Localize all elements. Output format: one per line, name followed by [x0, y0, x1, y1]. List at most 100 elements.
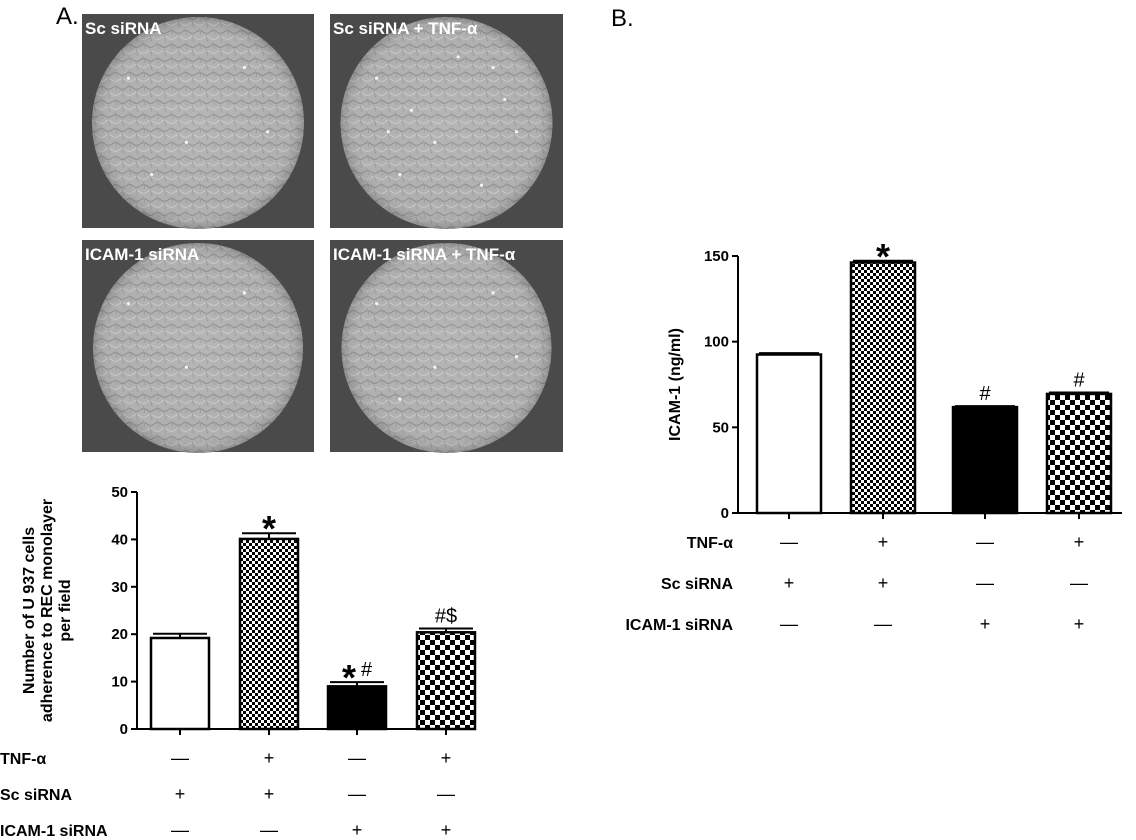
y-tick-label: 40: [111, 531, 128, 548]
adherent-cell-dot: [503, 98, 507, 102]
adherent-cell-dot: [398, 397, 402, 401]
condition-sign: —: [348, 784, 366, 804]
adherent-cell-dot: [491, 291, 495, 295]
condition-sign: +: [878, 573, 889, 593]
panel-a-letter: A.: [56, 3, 79, 30]
adherent-cell-dot: [479, 183, 484, 187]
condition-row-label: TNF-α: [0, 751, 46, 768]
micrograph-label: ICAM-1 siRNA: [85, 245, 199, 264]
micrograph-label: ICAM-1 siRNA + TNF-α: [333, 245, 516, 264]
adherent-cell-dot: [398, 172, 402, 177]
condition-sign: —: [348, 748, 366, 768]
bar-4: [1045, 392, 1113, 515]
bar-1: [149, 636, 211, 731]
condition-sign: +: [264, 748, 275, 768]
bar-2: [849, 261, 917, 515]
adherent-cell-dot: [514, 130, 519, 134]
bar-3: [951, 405, 1019, 515]
y-axis-label-line: per field: [57, 579, 74, 641]
adherent-cell-dot: [150, 172, 154, 177]
condition-row-label: ICAM-1 siRNA: [0, 823, 108, 840]
y-tick-label: 50: [712, 419, 729, 436]
condition-row-label: ICAM-1 siRNA: [625, 617, 733, 634]
significance-star-2: *: [876, 236, 890, 277]
adherent-cell-dot: [491, 65, 495, 70]
chart-a: 0 10 20 30 40 50 Number of U 937 cellsadherenc…: [0, 484, 477, 840]
condition-sign: —: [171, 748, 189, 768]
significance-symbol-3: #: [979, 383, 991, 405]
y-axis-label: Number of U 937 cellsadherence to REC mo…: [21, 499, 74, 722]
condition-sign: —: [260, 820, 278, 840]
adherent-cell-dot: [242, 65, 246, 70]
y-axis-label-line: Number of U 937 cells: [21, 527, 38, 694]
disc-shading: [92, 17, 304, 229]
disc-shading: [341, 243, 552, 453]
y-axis-label: ICAM-1 (ng/ml): [667, 328, 684, 441]
significance-star-2: *: [262, 508, 276, 549]
condition-sign: —: [437, 784, 455, 804]
micrograph-3: ICAM-1 siRNA: [82, 240, 314, 453]
disc-shading: [340, 17, 553, 229]
condition-sign: +: [784, 573, 795, 593]
condition-sign: +: [980, 614, 991, 634]
condition-row-label: Sc siRNA: [0, 787, 72, 804]
bar-1: [755, 353, 823, 515]
condition-sign: —: [1070, 573, 1088, 593]
y-tick-label: 0: [120, 721, 128, 738]
condition-sign: +: [352, 820, 363, 840]
condition-sign: —: [780, 532, 798, 552]
condition-sign: —: [171, 820, 189, 840]
adherent-cell-dot: [433, 140, 437, 144]
condition-sign: +: [175, 784, 186, 804]
condition-sign: +: [878, 532, 889, 552]
micrograph-label: Sc siRNA + TNF-α: [333, 19, 478, 38]
significance-symbol-4: #$: [435, 606, 457, 628]
adherent-cell-dot: [514, 355, 519, 359]
bar-2: [238, 537, 300, 731]
micrograph-label: Sc siRNA: [85, 19, 162, 38]
adherent-cell-dot: [126, 302, 130, 306]
condition-sign: +: [441, 820, 452, 840]
disc-shading: [93, 243, 303, 453]
panel-b-letter: B.: [611, 5, 634, 32]
condition-row-label: TNF-α: [687, 535, 733, 552]
y-tick-label: 50: [111, 484, 128, 501]
significance-star-3: *: [342, 657, 356, 698]
significance-symbol-4: #: [1073, 370, 1085, 392]
y-tick-label: 150: [704, 248, 729, 265]
adherent-cell-dot: [386, 130, 390, 134]
condition-sign: —: [976, 532, 994, 552]
y-tick-label: 0: [721, 505, 729, 522]
condition-sign: —: [976, 573, 994, 593]
condition-row-label: Sc siRNA: [661, 576, 733, 593]
y-axis-label-line: ICAM-1 (ng/ml): [667, 328, 684, 441]
adherent-cell-dot: [433, 365, 437, 369]
bar-4: [415, 631, 477, 731]
adherent-cell-dot: [266, 130, 270, 134]
condition-sign: —: [874, 614, 892, 634]
y-axis-label-line: adherence to REC monolayer: [39, 499, 56, 722]
condition-sign: +: [1074, 614, 1085, 634]
condition-sign: +: [1074, 532, 1085, 552]
y-tick-label: 100: [704, 334, 729, 351]
micrograph-1: Sc siRNA: [82, 14, 314, 229]
bar-3: [326, 685, 388, 731]
adherent-cell-dot: [375, 302, 379, 306]
adherent-cell-dot: [184, 140, 188, 144]
micrograph-4: ICAM-1 siRNA + TNF-α: [330, 240, 563, 453]
significance-symbol-3: #: [361, 659, 373, 681]
adherent-cell-dot: [375, 76, 379, 80]
adherent-cell-dot: [456, 55, 460, 59]
adherent-cell-dot: [184, 365, 188, 369]
y-tick-label: 30: [111, 579, 128, 596]
adherent-cell-dot: [242, 291, 246, 295]
condition-sign: +: [441, 748, 452, 768]
y-tick-label: 10: [111, 674, 128, 691]
micrograph-grid: Sc siRNA Sc siRNA + TNF-α ICAM-1 siRNA ICAM…: [82, 14, 563, 453]
y-tick-label: 20: [111, 626, 128, 643]
condition-sign: —: [780, 614, 798, 634]
condition-sign: +: [264, 784, 275, 804]
micrograph-2: Sc siRNA + TNF-α: [330, 14, 563, 229]
adherent-cell-dot: [409, 108, 414, 112]
